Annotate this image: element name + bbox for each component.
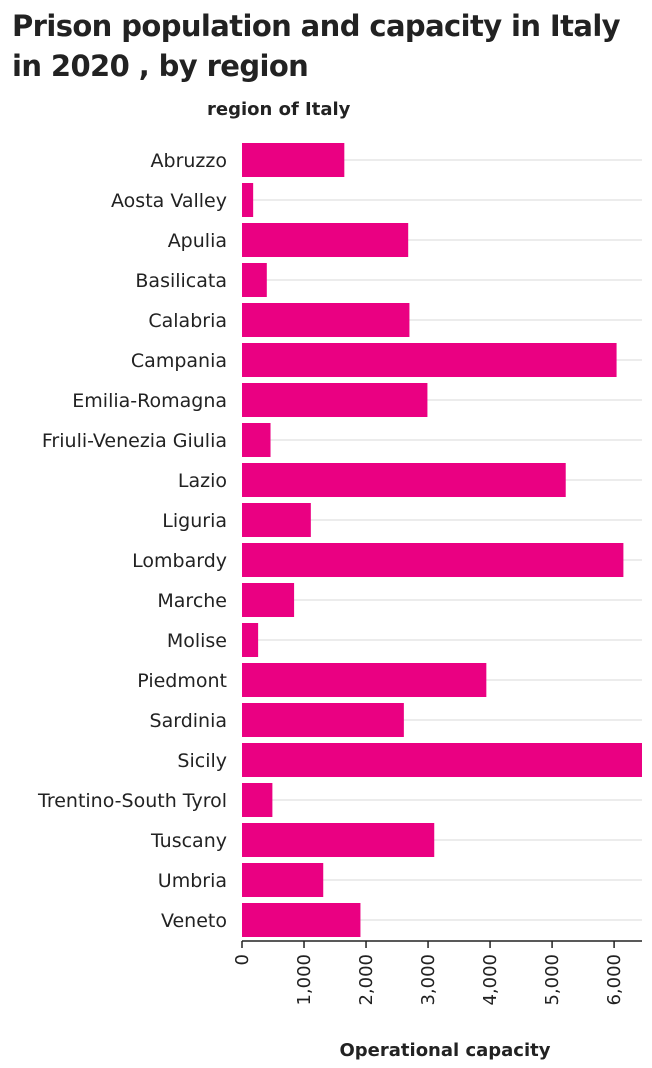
bar-7 (242, 423, 271, 457)
category-label: Lombardy (132, 550, 227, 572)
x-tick-label: 4,000 (480, 954, 501, 1006)
category-labels: Abruzzo Aosta Valley Apulia Basilicata Calab… (37, 150, 227, 932)
category-label: Molise (167, 630, 227, 652)
x-axis-title: Operational capacity (340, 1040, 551, 1061)
x-tick-label: 6,000 (604, 954, 625, 1006)
bars (242, 143, 642, 937)
bar-9 (242, 503, 311, 537)
category-label: Emilia-Romagna (72, 390, 227, 412)
bar-10 (242, 543, 624, 577)
category-label: Trentino-South Tyrol (37, 790, 227, 812)
category-label: Calabria (148, 310, 227, 332)
bar-17 (242, 823, 435, 857)
bar-11 (242, 583, 295, 617)
x-tick-label: 3,000 (418, 954, 439, 1006)
category-label: Umbria (158, 870, 227, 892)
category-label: Apulia (168, 230, 227, 252)
bar-5 (242, 343, 617, 377)
x-tick-label: 1,000 (294, 954, 315, 1006)
category-label: Basilicata (135, 270, 227, 292)
bar-2 (242, 223, 409, 257)
category-label: Veneto (161, 910, 227, 932)
x-tick-label: 0 (232, 954, 253, 965)
gridlines (242, 159, 642, 921)
category-label: Friuli-Venezia Giulia (42, 430, 227, 452)
x-tick-label: 2,000 (356, 954, 377, 1006)
bar-18 (242, 863, 324, 897)
y-axis-title: region of Italy (207, 99, 351, 120)
bar-13 (242, 663, 487, 697)
category-label: Campania (131, 350, 227, 372)
category-label: Abruzzo (151, 150, 227, 172)
bar-8 (242, 463, 566, 497)
bar-12 (242, 623, 259, 657)
category-label: Marche (157, 590, 227, 612)
category-label: Sardinia (150, 710, 227, 732)
bar-6 (242, 383, 428, 417)
bar-1 (242, 183, 254, 217)
bar-3 (242, 263, 267, 297)
bar-0 (242, 143, 345, 177)
category-label: Piedmont (137, 670, 227, 692)
x-tick-label: 5,000 (542, 954, 563, 1006)
category-label: Lazio (178, 470, 227, 492)
bar-14 (242, 703, 404, 737)
chart-title: Prison population and capacity in Italy … (12, 9, 621, 83)
category-label: Tuscany (150, 830, 227, 852)
x-axis-ticks: 0 1,000 2,000 3,000 4,000 5,000 6,000 (232, 941, 625, 1006)
category-label: Sicily (177, 750, 227, 772)
bar-19 (242, 903, 361, 937)
category-label: Liguria (162, 510, 227, 532)
category-label: Aosta Valley (111, 190, 227, 212)
bar-16 (242, 783, 273, 817)
bar-15 (242, 743, 642, 777)
bar-4 (242, 303, 410, 337)
